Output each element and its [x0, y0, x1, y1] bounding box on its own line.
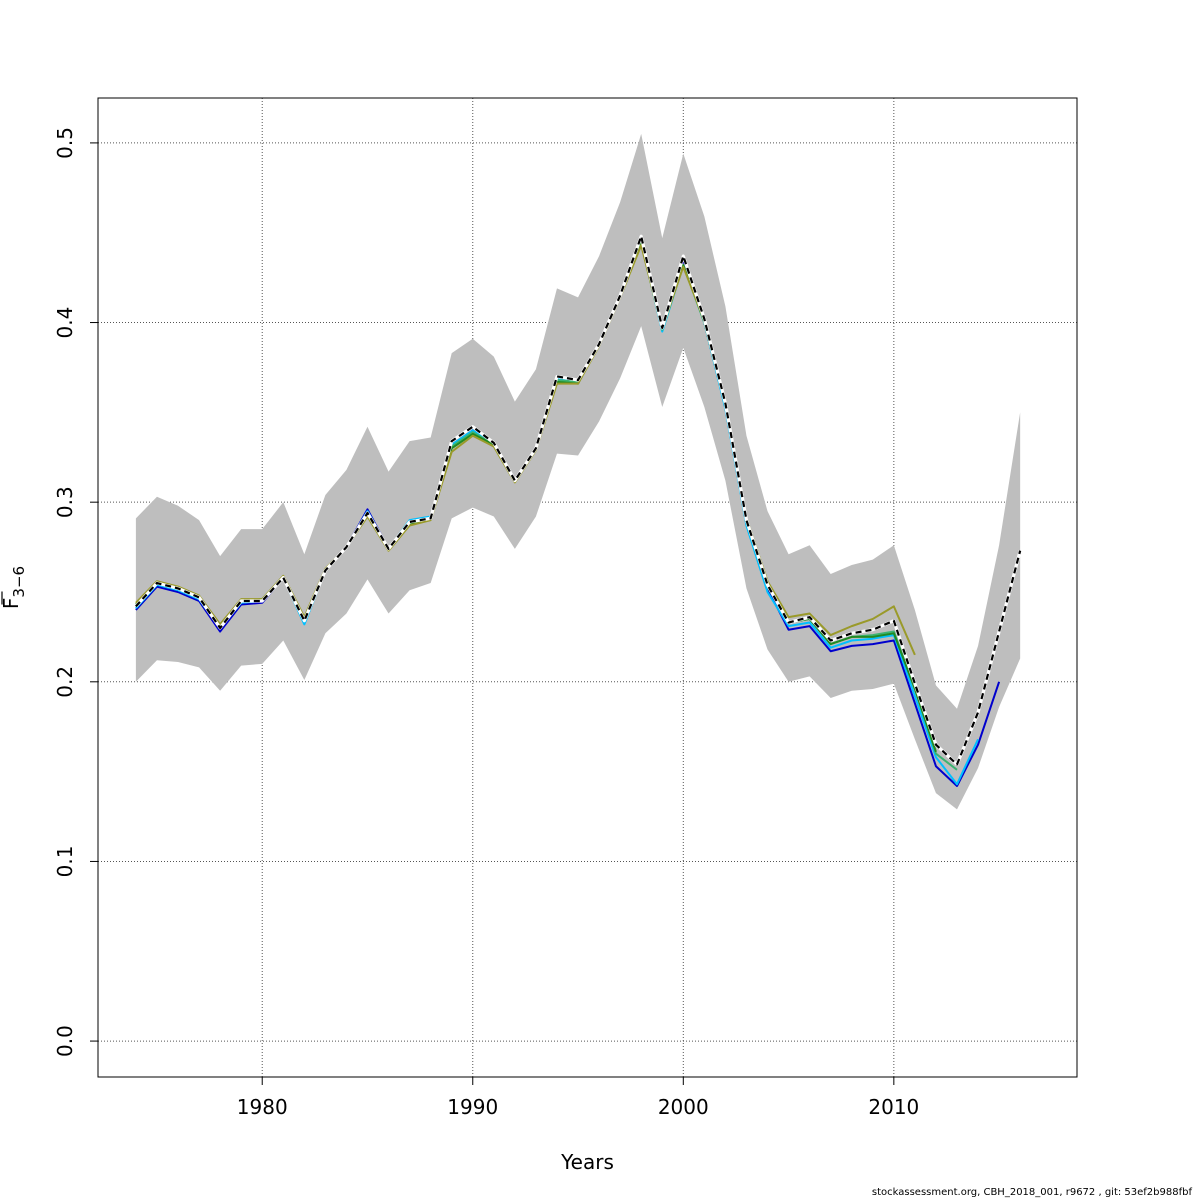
series-layer [134, 234, 1022, 787]
x-axis: 1980 1990 2000 2010 [237, 1077, 919, 1119]
x-tick-label: 2010 [868, 1095, 919, 1119]
confidence-band-layer [135, 133, 1021, 810]
svg-text:F3−6: F3−6 [0, 566, 28, 609]
y-tick-label: 0.1 [53, 846, 77, 878]
y-axis-title-subscript: 3−6 [10, 566, 28, 598]
plot-frame [97, 97, 1078, 1078]
confidence-band [135, 133, 1021, 810]
x-tick-label: 2000 [658, 1095, 709, 1119]
x-tick-label: 1980 [237, 1095, 288, 1119]
y-axis-title-main: F [0, 598, 23, 610]
footer-credit: stockassessment.org, CBH_2018_001, r9672… [871, 1187, 1192, 1198]
base-run-line [135, 235, 1022, 766]
y-axis-title: F3−6 [0, 566, 28, 609]
y-tick-label: 0.4 [53, 307, 77, 339]
y-axis: 0.0 0.1 0.2 0.3 0.4 0.5 [53, 127, 98, 1057]
y-tick-label: 0.3 [53, 486, 77, 518]
x-tick-label: 1990 [447, 1095, 498, 1119]
x-axis-title: Years [560, 1150, 614, 1174]
y-tick-label: 0.5 [53, 127, 77, 159]
y-tick-label: 0.2 [53, 666, 77, 698]
y-tick-label: 0.0 [53, 1025, 77, 1057]
